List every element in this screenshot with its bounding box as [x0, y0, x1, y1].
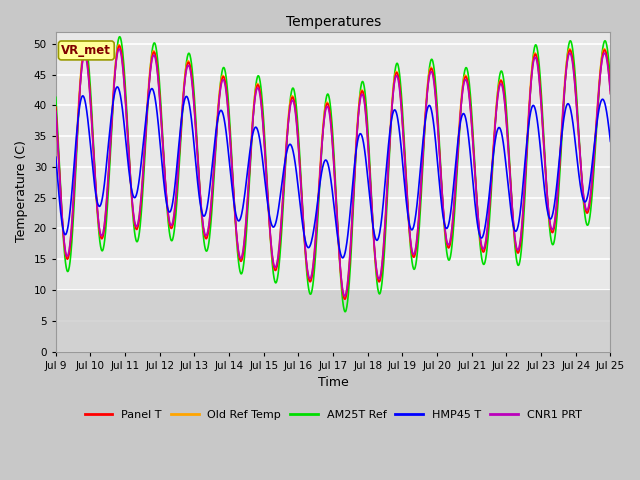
X-axis label: Time: Time [318, 376, 349, 389]
Title: Temperatures: Temperatures [285, 15, 381, 29]
Bar [56, 290, 611, 351]
Y-axis label: Temperature (C): Temperature (C) [15, 141, 28, 242]
Legend: Panel T, Old Ref Temp, AM25T Ref, HMP45 T, CNR1 PRT: Panel T, Old Ref Temp, AM25T Ref, HMP45 … [80, 405, 586, 424]
Text: VR_met: VR_met [61, 44, 111, 57]
